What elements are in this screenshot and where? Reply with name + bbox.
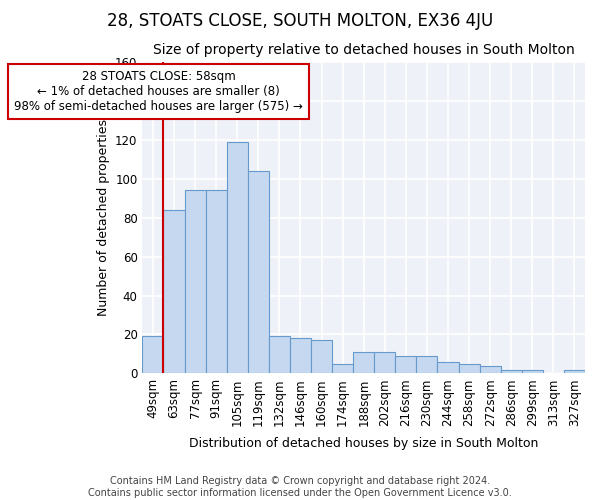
Y-axis label: Number of detached properties: Number of detached properties (97, 119, 110, 316)
Text: 28, STOATS CLOSE, SOUTH MOLTON, EX36 4JU: 28, STOATS CLOSE, SOUTH MOLTON, EX36 4JU (107, 12, 493, 30)
Bar (269, 336, 290, 374)
Bar (185, 190, 206, 374)
Text: Contains HM Land Registry data © Crown copyright and database right 2024.
Contai: Contains HM Land Registry data © Crown c… (88, 476, 512, 498)
Bar (163, 210, 185, 374)
Bar (142, 336, 163, 374)
Bar (564, 370, 585, 374)
Bar (416, 356, 437, 374)
Title: Size of property relative to detached houses in South Molton: Size of property relative to detached ho… (153, 42, 575, 56)
Bar (227, 142, 248, 374)
Bar (248, 171, 269, 374)
Bar (353, 352, 374, 374)
Bar (206, 190, 227, 374)
Bar (522, 370, 543, 374)
Bar (332, 364, 353, 374)
Bar (311, 340, 332, 374)
Text: 28 STOATS CLOSE: 58sqm
← 1% of detached houses are smaller (8)
98% of semi-detac: 28 STOATS CLOSE: 58sqm ← 1% of detached … (14, 70, 303, 112)
Bar (458, 364, 479, 374)
Bar (290, 338, 311, 374)
Bar (374, 352, 395, 374)
X-axis label: Distribution of detached houses by size in South Molton: Distribution of detached houses by size … (189, 437, 538, 450)
Bar (437, 362, 458, 374)
Bar (500, 370, 522, 374)
Bar (479, 366, 500, 374)
Bar (395, 356, 416, 374)
